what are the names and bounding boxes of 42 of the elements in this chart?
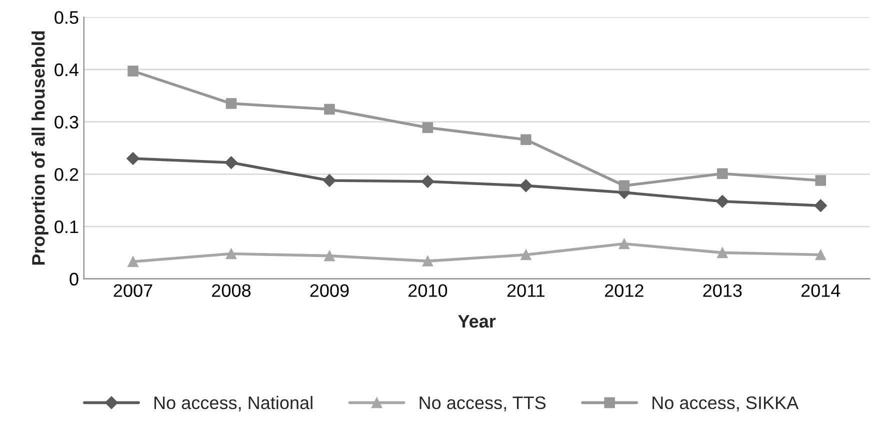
x-tick-label: 2014 bbox=[801, 284, 840, 297]
point bbox=[815, 249, 826, 260]
point bbox=[717, 247, 728, 258]
point bbox=[717, 168, 728, 180]
point bbox=[126, 152, 140, 165]
y-tick-label: 0.5 bbox=[54, 11, 78, 24]
point bbox=[324, 250, 335, 262]
point bbox=[716, 194, 729, 208]
point bbox=[618, 180, 630, 192]
point bbox=[226, 98, 237, 109]
x-tick-label: 2009 bbox=[310, 284, 349, 297]
point bbox=[324, 104, 335, 115]
x-tick-label: 2007 bbox=[114, 284, 152, 297]
x-tick-label: 2012 bbox=[605, 284, 644, 297]
legend-label: No access, SIKKA bbox=[652, 396, 799, 412]
y-tick-label: 0.3 bbox=[54, 116, 78, 129]
x-tick-label: 2013 bbox=[703, 284, 742, 297]
point bbox=[815, 175, 826, 186]
point bbox=[520, 134, 532, 146]
point bbox=[520, 179, 532, 192]
y-tick-label: 0.1 bbox=[54, 220, 78, 234]
x-tick-label: 2011 bbox=[507, 284, 544, 297]
y-tick-label: 0.2 bbox=[54, 168, 78, 181]
point bbox=[421, 175, 434, 188]
point bbox=[323, 174, 336, 187]
legend-label: No access, TTS bbox=[420, 396, 546, 412]
point bbox=[814, 199, 828, 212]
point bbox=[226, 248, 237, 260]
point bbox=[224, 156, 238, 170]
point bbox=[422, 256, 434, 266]
y-axis-title: Proportion of all household bbox=[32, 31, 48, 265]
x-axis-title: Year bbox=[458, 315, 496, 328]
x-tick-label: 2008 bbox=[212, 284, 251, 297]
point bbox=[520, 249, 532, 260]
point bbox=[618, 238, 630, 250]
point bbox=[128, 256, 138, 267]
point bbox=[422, 122, 434, 133]
legend-label: No access, National bbox=[154, 396, 312, 412]
y-tick-label: 0.4 bbox=[54, 63, 78, 76]
y-tick-label: 0 bbox=[70, 272, 78, 286]
point bbox=[128, 66, 138, 76]
x-tick-label: 2010 bbox=[408, 284, 448, 297]
